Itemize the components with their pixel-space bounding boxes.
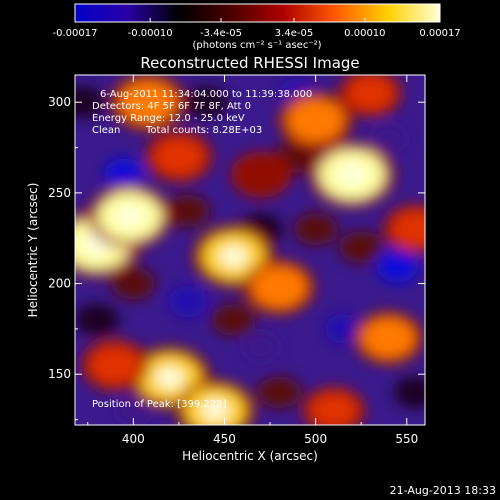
heatmap-dark-region	[169, 286, 208, 318]
x-tick-label: 500	[304, 432, 327, 446]
heatmap-texture-patch	[211, 303, 256, 336]
time-range-text: 6-Aug-2011 11:34:04.000 to 11:39:38.000	[100, 89, 312, 100]
colorbar-tick-label: 3.4e-05	[275, 28, 313, 39]
heatmap-bright-region	[237, 157, 285, 193]
y-axis-label: Heliocentric Y (arcsec)	[26, 183, 40, 318]
heatmap-bright-region	[361, 317, 416, 359]
heatmap-bright-region	[390, 210, 425, 249]
detectors-text: Detectors: 4F 5F 6F 7F 8F, Att 0	[92, 101, 251, 112]
heatmap-texture-patch	[339, 231, 384, 264]
y-tick-label: 150	[48, 367, 71, 381]
heatmap-texture-patch	[75, 303, 119, 336]
heatmap-texture-patch	[111, 267, 156, 300]
heatmap-texture-patch	[393, 376, 425, 409]
heatmap-texture-patch	[257, 376, 302, 409]
heatmap-dark-region	[116, 396, 151, 425]
colorbar-tick-label: -0.00017	[53, 28, 98, 39]
x-tick-label: 450	[213, 432, 236, 446]
heatmap-bright-core	[155, 367, 184, 389]
heatmap-dark-region	[371, 124, 406, 153]
x-axis-label: Heliocentric X (arcsec)	[182, 449, 318, 463]
colorbar: -0.00017 -0.00010 -3.4e-05 3.4e-05 0.00010 0.…	[53, 3, 461, 51]
heatmap-texture-patch	[166, 195, 211, 228]
y-axis: 150 200 250 300	[48, 95, 425, 421]
heatmap-texture-patch	[75, 86, 105, 119]
peak-position-text: Position of Peak: [399,222]	[92, 399, 226, 410]
heatmap-bright-region	[346, 75, 395, 112]
heatmap-bright-core	[337, 163, 367, 187]
heatmap-texture-patch	[293, 213, 338, 246]
heatmap-bright-core	[201, 400, 230, 421]
colorbar-tick-label: 0.00010	[344, 28, 385, 39]
heatmap-bright-region	[287, 98, 345, 143]
heatmap-dark-region	[104, 158, 145, 192]
heatmap-bright-core	[115, 205, 145, 228]
heatmap-bright-region	[251, 266, 307, 309]
heatmap-bright-region	[153, 136, 205, 177]
energy-range-text: Energy Range: 12.0 - 25.0 keV	[92, 113, 245, 124]
heatmap-texture-patch	[184, 86, 229, 119]
y-tick-label: 250	[48, 186, 71, 200]
heatmap-dark-region	[324, 314, 361, 344]
info-overlay: 6-Aug-2011 11:34:04.000 to 11:39:38.000 …	[92, 89, 312, 410]
colorbar-tick-label: 0.00017	[419, 28, 460, 39]
y-tick-label: 200	[48, 277, 71, 291]
heatmap-bright-region	[89, 345, 142, 385]
chart-title: Reconstructed RHESSI Image	[140, 54, 359, 72]
x-tick-label: 400	[122, 432, 145, 446]
colorbar-unit-label: (photons cm⁻² s⁻¹ asec⁻²)	[192, 40, 321, 51]
heatmap-dark-region	[376, 248, 419, 283]
colorbar-tick-label: -3.4e-05	[200, 28, 242, 39]
y-tick-label: 300	[48, 95, 71, 109]
colorbar-ticks: -0.00017 -0.00010 -3.4e-05 3.4e-05 0.00010 0.…	[53, 18, 461, 39]
colorbar-bar	[74, 3, 441, 23]
x-tick-label: 550	[395, 432, 418, 446]
heatmap-bright-region	[309, 392, 358, 425]
x-axis: 400 450 500 550	[87, 75, 418, 446]
heatmap-bright-region	[119, 80, 177, 125]
plot-frame	[74, 74, 426, 426]
heatmap-blobs	[75, 75, 425, 425]
footer-timestamp: 21-Aug-2013 18:33	[390, 484, 496, 497]
clean-label: Clean	[92, 125, 120, 136]
heatmap-dark-region	[243, 332, 279, 362]
heatmap-bright-core	[219, 245, 248, 268]
heatmap-image	[75, 75, 425, 425]
total-counts-text: Total counts: 8.28E+03	[145, 125, 262, 136]
colorbar-tick-label: -0.00010	[128, 28, 173, 39]
